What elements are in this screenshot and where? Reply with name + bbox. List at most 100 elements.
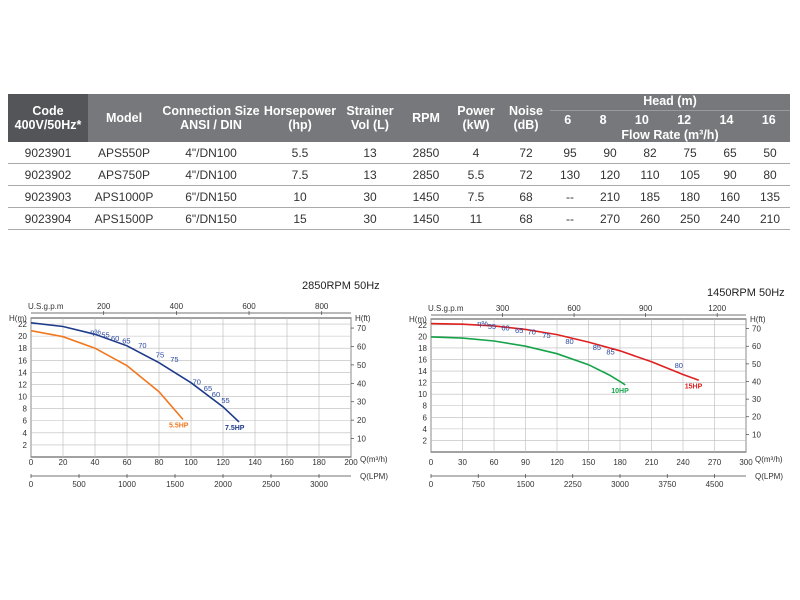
efficiency-label: 55 (488, 322, 496, 331)
efficiency-label: 60 (501, 324, 509, 333)
table-row: 9023904 APS1500P 6"/DN150 15 30 1450 11 68 -- 270… (8, 207, 790, 230)
table-cell: 15 (262, 207, 338, 230)
efficiency-label: 65 (204, 384, 212, 393)
efficiency-label: 75 (156, 350, 164, 359)
efficiency-label: η% (477, 319, 488, 328)
header-code: Code 400V/50Hz* (8, 94, 88, 142)
table-cell: 1450 (402, 185, 450, 208)
x-tick-label: 30 (458, 458, 467, 467)
x-tick-label: 270 (708, 458, 722, 467)
table-cell: 2850 (402, 163, 450, 186)
x-tick-label: 240 (676, 458, 690, 467)
table-cell: 9023902 (8, 163, 88, 186)
lpm-tick-label: 500 (72, 480, 86, 489)
x-tick-label: 180 (613, 458, 627, 467)
header-noise: Noise (dB) (502, 94, 550, 142)
table-cell: -- (550, 207, 590, 230)
ft-tick-label: 30 (357, 398, 366, 407)
table-cell: 210 (590, 185, 630, 208)
table-cell: 120 (590, 163, 630, 186)
table-cell: 13 (338, 163, 402, 186)
head-value: 14 (719, 113, 734, 127)
gpm-tick-label: 200 (97, 302, 111, 311)
header-connection: Connection Size ANSI / DIN (160, 94, 262, 142)
efficiency-label: 75 (542, 331, 550, 340)
x-tick-label: 150 (582, 458, 596, 467)
table-cell: 6"/DN150 (160, 185, 262, 208)
head-value: 10 (634, 113, 649, 127)
y-tick-label: 20 (18, 332, 27, 341)
table-cell: 4"/DN100 (160, 142, 262, 164)
efficiency-label: 60 (212, 390, 220, 399)
table-cell: 270 (590, 207, 630, 230)
ft-tick-label: 60 (752, 342, 761, 351)
x-tick-label: 120 (216, 458, 230, 467)
ft-tick-label: 50 (357, 361, 366, 370)
x-tick-label: 90 (521, 458, 530, 467)
ft-tick-label: 30 (752, 395, 761, 404)
lpm-tick-label: 1000 (118, 480, 136, 489)
bottom2-axis-label: Q(LPM) (755, 472, 783, 481)
table-cell: 80 (750, 163, 790, 186)
table-cell: 4 (450, 142, 502, 164)
series-line-10hp (430, 336, 626, 386)
gpm-tick-label: 400 (170, 302, 184, 311)
table-row: 9023901 APS550P 4"/DN100 5.5 13 2850 4 72 95 90 82… (8, 142, 790, 164)
y-tick-label: 14 (18, 368, 27, 377)
header-model: Model (88, 94, 160, 142)
x-tick-label: 300 (739, 458, 753, 467)
lpm-tick-label: 0 (429, 480, 434, 489)
efficiency-label: 65 (122, 336, 130, 345)
lpm-tick-label: 0 (29, 480, 34, 489)
y-tick-label: 10 (418, 390, 427, 399)
gpm-tick-label: 900 (639, 304, 653, 313)
lpm-tick-label: 3000 (611, 480, 629, 489)
x-tick-label: 0 (429, 458, 434, 467)
y-tick-label: 22 (18, 320, 27, 329)
chart-title: 2850RPM 50Hz (302, 280, 380, 292)
y-tick-label: 8 (23, 405, 28, 414)
table-cell: 7.5 (450, 185, 502, 208)
right-axis-label: H(ft) (355, 314, 371, 323)
table-cell: 2850 (402, 142, 450, 164)
table-cell: APS1500P (88, 207, 160, 230)
table-cell: 9023904 (8, 207, 88, 230)
header-power: Power (kW) (450, 94, 502, 142)
table-cell: 5.5 (450, 163, 502, 186)
table-cell: 105 (670, 163, 710, 186)
y-tick-label: 4 (423, 425, 428, 434)
table-cell: 10 (262, 185, 338, 208)
table-cell: 95 (550, 142, 590, 164)
efficiency-label: 75 (170, 355, 178, 364)
lpm-tick-label: 3750 (658, 480, 676, 489)
table-row: 9023903 APS1000P 6"/DN150 10 30 1450 7.5 68 -- 21… (8, 185, 790, 208)
gpm-tick-label: 1200 (708, 304, 726, 313)
header-head-flow: Head (m) 6 8 10 12 14 16 Flow Rate (m³/h… (550, 94, 790, 142)
table-cell: -- (550, 185, 590, 208)
series-label: 7.5HP (225, 425, 245, 432)
y-tick-label: 16 (418, 355, 427, 364)
head-value: 8 (599, 113, 607, 127)
table-cell: 72 (502, 142, 550, 164)
table-cell: 72 (502, 163, 550, 186)
table-cell: 9023903 (8, 185, 88, 208)
table-cell: 50 (750, 142, 790, 164)
lpm-tick-label: 1500 (166, 480, 184, 489)
spec-table: Code 400V/50Hz* Model Connection Size ANSI… (8, 94, 790, 230)
efficiency-label: 85 (606, 347, 614, 356)
table-cell: 180 (670, 185, 710, 208)
header-strainer: Strainer Vol (L) (338, 94, 402, 142)
efficiency-label: 70 (138, 341, 146, 350)
table-cell: APS550P (88, 142, 160, 164)
series-label: 15HP (685, 383, 703, 390)
series-label: 5.5HP (169, 423, 189, 430)
table-cell: 260 (630, 207, 670, 230)
x-tick-label: 20 (59, 458, 68, 467)
table-cell: 90 (710, 163, 750, 186)
y-tick-label: 2 (23, 441, 28, 450)
ft-tick-label: 10 (357, 435, 366, 444)
efficiency-label: 70 (528, 328, 536, 337)
ft-tick-label: 20 (752, 413, 761, 422)
y-tick-label: 12 (18, 380, 27, 389)
lpm-tick-label: 2000 (214, 480, 232, 489)
